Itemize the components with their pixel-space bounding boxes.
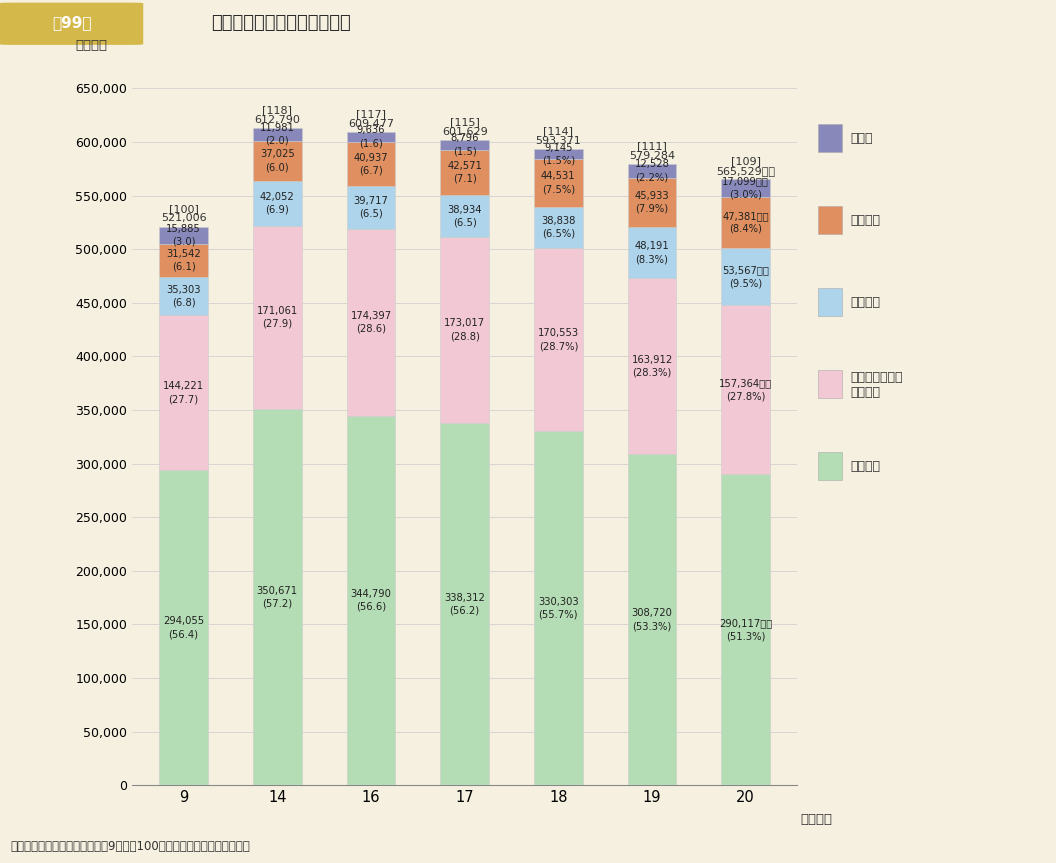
- Bar: [534, 249, 583, 432]
- FancyBboxPatch shape: [0, 3, 143, 44]
- Text: 171,061
(27.9): 171,061 (27.9): [257, 306, 298, 329]
- Text: 15,885
(3.0): 15,885 (3.0): [166, 224, 201, 247]
- Text: 金融機構: 金融機構: [850, 386, 880, 400]
- Bar: [346, 132, 395, 142]
- Text: 521,006: 521,006: [161, 213, 206, 224]
- Text: 42,052
(6.9): 42,052 (6.9): [260, 192, 295, 215]
- Text: 579,284: 579,284: [629, 151, 675, 161]
- Text: （億円）: （億円）: [75, 40, 108, 53]
- Bar: [721, 248, 770, 306]
- Bar: [721, 474, 770, 785]
- Text: 政府資金: 政府資金: [850, 459, 880, 473]
- Text: 38,934
(6.5): 38,934 (6.5): [448, 205, 482, 228]
- Bar: [627, 164, 677, 178]
- Bar: [721, 306, 770, 474]
- Bar: [252, 409, 302, 785]
- Bar: [440, 140, 489, 149]
- Text: 350,671
(57.2): 350,671 (57.2): [257, 586, 298, 608]
- Text: 市場公募: 市場公募: [850, 213, 880, 227]
- Text: 45,933
(7.9%): 45,933 (7.9%): [635, 191, 670, 213]
- Text: 42,571
(7.1): 42,571 (7.1): [447, 161, 483, 184]
- Text: 170,553
(28.7%): 170,553 (28.7%): [538, 328, 579, 351]
- Text: 308,720
(53.3%): 308,720 (53.3%): [631, 608, 673, 631]
- Text: 338,312
(56.2): 338,312 (56.2): [445, 593, 485, 615]
- Text: 565,529億円: 565,529億円: [716, 166, 775, 176]
- Bar: [440, 195, 489, 237]
- Text: 157,364億円
(27.8%): 157,364億円 (27.8%): [719, 379, 772, 401]
- Text: 31,542
(6.1): 31,542 (6.1): [166, 249, 201, 272]
- Bar: [252, 180, 302, 226]
- Text: 40,937
(6.7): 40,937 (6.7): [354, 153, 389, 175]
- Text: 173,017
(28.8): 173,017 (28.8): [445, 318, 485, 341]
- Bar: [346, 229, 395, 416]
- Bar: [534, 159, 583, 206]
- Text: [117]: [117]: [356, 109, 385, 119]
- Text: （注）〔　〕内の数値は、平成9年度を100として算出した指数である。: （注）〔 〕内の数値は、平成9年度を100として算出した指数である。: [11, 840, 250, 853]
- Bar: [159, 470, 208, 785]
- Text: 44,531
(7.5%): 44,531 (7.5%): [541, 171, 576, 194]
- Text: 38,838
(6.5%): 38,838 (6.5%): [541, 216, 576, 239]
- Bar: [159, 227, 208, 243]
- Text: 企業債借入先別現在高の推移: 企業債借入先別現在高の推移: [211, 14, 351, 32]
- Text: [111]: [111]: [637, 142, 667, 151]
- Text: 8,796
(1.5): 8,796 (1.5): [451, 134, 478, 156]
- Text: [109]: [109]: [731, 156, 760, 166]
- Text: 第99図: 第99図: [52, 16, 92, 30]
- Bar: [252, 129, 302, 141]
- Bar: [534, 149, 583, 159]
- Text: 9,636
(1.6): 9,636 (1.6): [357, 125, 385, 148]
- Bar: [252, 226, 302, 409]
- Bar: [346, 186, 395, 229]
- Text: 37,025
(6.0): 37,025 (6.0): [260, 149, 295, 173]
- Text: 市中銀行: 市中銀行: [850, 295, 880, 309]
- Bar: [721, 179, 770, 197]
- Bar: [159, 315, 208, 470]
- Bar: [159, 278, 208, 315]
- Bar: [346, 142, 395, 186]
- Text: 163,912
(28.3%): 163,912 (28.3%): [631, 355, 673, 378]
- Text: 609,477: 609,477: [347, 118, 394, 129]
- Text: 9,145
(1.5%): 9,145 (1.5%): [542, 142, 574, 166]
- Bar: [346, 416, 395, 785]
- Bar: [440, 423, 489, 785]
- Text: [100]: [100]: [169, 204, 199, 214]
- Text: 11,981
(2.0): 11,981 (2.0): [260, 123, 295, 146]
- Text: 35,303
(6.8): 35,303 (6.8): [166, 285, 201, 308]
- Bar: [440, 237, 489, 423]
- Text: 53,567億円
(9.5%): 53,567億円 (9.5%): [722, 265, 769, 288]
- Text: 17,099億円
(3.0%): 17,099億円 (3.0%): [722, 177, 769, 199]
- Bar: [534, 206, 583, 249]
- Text: 地方公営企業等: 地方公営企業等: [850, 370, 903, 384]
- Bar: [627, 178, 677, 227]
- Text: 48,191
(8.3%): 48,191 (8.3%): [635, 242, 670, 264]
- Text: 612,790: 612,790: [254, 115, 300, 125]
- Bar: [627, 454, 677, 785]
- Text: 12,528
(2.2%): 12,528 (2.2%): [635, 160, 670, 182]
- Text: 294,055
(56.4): 294,055 (56.4): [163, 616, 204, 639]
- Text: 144,221
(27.7): 144,221 (27.7): [163, 381, 204, 404]
- Text: [118]: [118]: [262, 105, 293, 116]
- Text: 330,303
(55.7%): 330,303 (55.7%): [538, 597, 579, 620]
- Text: [114]: [114]: [544, 126, 573, 136]
- Text: [115]: [115]: [450, 117, 479, 127]
- Text: その他: その他: [850, 131, 872, 145]
- Text: 290,117億円
(51.3%): 290,117億円 (51.3%): [719, 619, 772, 641]
- Bar: [534, 432, 583, 785]
- Text: 47,381億円
(8.4%): 47,381億円 (8.4%): [722, 211, 769, 234]
- Text: 174,397
(28.6): 174,397 (28.6): [351, 311, 392, 333]
- Bar: [721, 197, 770, 248]
- Bar: [159, 243, 208, 278]
- Text: 344,790
(56.6): 344,790 (56.6): [351, 589, 392, 612]
- Text: 593,371: 593,371: [535, 135, 581, 146]
- Text: 39,717
(6.5): 39,717 (6.5): [354, 196, 389, 218]
- Bar: [252, 141, 302, 180]
- Text: 601,629: 601,629: [441, 127, 488, 137]
- Text: （年度）: （年度）: [800, 813, 832, 826]
- Bar: [440, 149, 489, 195]
- Bar: [627, 279, 677, 454]
- Bar: [627, 227, 677, 279]
